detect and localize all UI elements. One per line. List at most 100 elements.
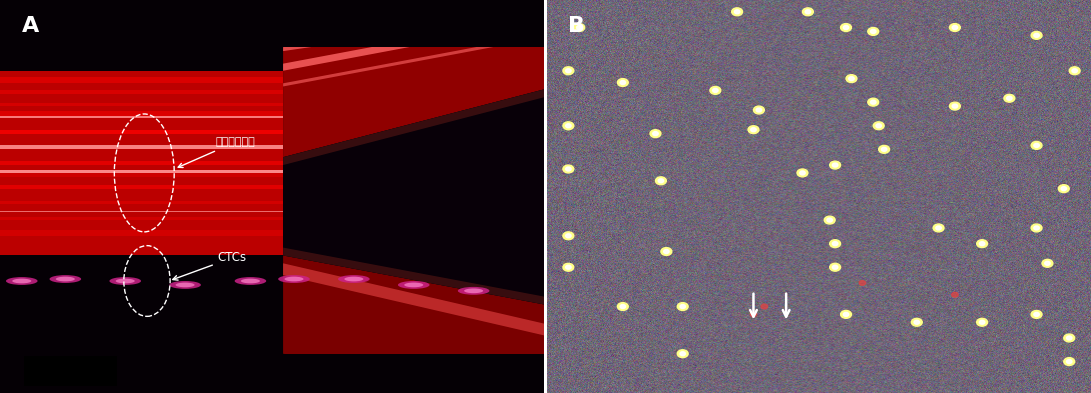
Polygon shape bbox=[0, 185, 283, 189]
Circle shape bbox=[1045, 261, 1051, 265]
Circle shape bbox=[565, 234, 571, 238]
Polygon shape bbox=[283, 8, 555, 51]
Circle shape bbox=[803, 8, 814, 16]
Circle shape bbox=[859, 281, 865, 285]
Circle shape bbox=[1067, 336, 1072, 340]
Polygon shape bbox=[0, 161, 283, 165]
Circle shape bbox=[914, 320, 920, 324]
Ellipse shape bbox=[235, 277, 266, 285]
Polygon shape bbox=[0, 230, 283, 236]
Circle shape bbox=[652, 132, 658, 136]
Circle shape bbox=[678, 303, 688, 310]
Ellipse shape bbox=[169, 281, 201, 289]
Circle shape bbox=[734, 10, 740, 14]
Ellipse shape bbox=[12, 279, 32, 283]
Circle shape bbox=[871, 100, 876, 104]
Text: 정상혁액세포: 정상혁액세포 bbox=[178, 138, 255, 167]
Polygon shape bbox=[0, 171, 283, 177]
Circle shape bbox=[846, 75, 856, 83]
Circle shape bbox=[1034, 143, 1040, 147]
Ellipse shape bbox=[241, 279, 260, 283]
Circle shape bbox=[829, 263, 840, 271]
Polygon shape bbox=[0, 130, 283, 134]
Circle shape bbox=[849, 77, 854, 81]
Circle shape bbox=[827, 218, 832, 222]
Circle shape bbox=[1058, 185, 1069, 193]
Circle shape bbox=[712, 88, 718, 92]
Circle shape bbox=[1064, 358, 1075, 365]
Circle shape bbox=[936, 226, 942, 230]
Circle shape bbox=[1069, 67, 1080, 75]
Circle shape bbox=[658, 179, 663, 183]
Circle shape bbox=[1007, 96, 1012, 100]
Circle shape bbox=[1031, 224, 1042, 232]
Polygon shape bbox=[0, 103, 283, 106]
Circle shape bbox=[832, 265, 838, 269]
Polygon shape bbox=[0, 77, 283, 83]
Circle shape bbox=[1064, 334, 1075, 342]
Polygon shape bbox=[283, 0, 555, 31]
Circle shape bbox=[754, 106, 765, 114]
Polygon shape bbox=[0, 71, 283, 255]
Ellipse shape bbox=[56, 277, 75, 281]
Circle shape bbox=[824, 216, 835, 224]
Circle shape bbox=[661, 248, 672, 255]
Circle shape bbox=[832, 242, 838, 246]
Ellipse shape bbox=[405, 283, 423, 287]
Polygon shape bbox=[0, 111, 283, 118]
Polygon shape bbox=[283, 32, 555, 86]
Bar bbox=[0, 0, 561, 47]
Circle shape bbox=[882, 147, 887, 151]
Circle shape bbox=[933, 224, 944, 232]
Circle shape bbox=[563, 165, 574, 173]
Polygon shape bbox=[283, 248, 555, 307]
Circle shape bbox=[1034, 33, 1040, 37]
Circle shape bbox=[952, 104, 958, 108]
Circle shape bbox=[1031, 310, 1042, 318]
Circle shape bbox=[620, 81, 625, 84]
Ellipse shape bbox=[398, 281, 430, 289]
Circle shape bbox=[710, 86, 721, 94]
Ellipse shape bbox=[278, 275, 310, 283]
Circle shape bbox=[832, 163, 838, 167]
Circle shape bbox=[680, 305, 685, 309]
Circle shape bbox=[678, 350, 688, 358]
Ellipse shape bbox=[109, 277, 141, 285]
Circle shape bbox=[563, 67, 574, 75]
Text: A: A bbox=[22, 16, 39, 36]
Circle shape bbox=[829, 161, 840, 169]
Text: B: B bbox=[568, 16, 586, 36]
Ellipse shape bbox=[116, 279, 135, 283]
Circle shape bbox=[840, 310, 851, 318]
Circle shape bbox=[565, 69, 571, 73]
Circle shape bbox=[565, 167, 571, 171]
Circle shape bbox=[798, 169, 808, 177]
Text: CTCs: CTCs bbox=[172, 252, 247, 280]
Circle shape bbox=[1031, 31, 1042, 39]
Circle shape bbox=[843, 312, 849, 316]
Circle shape bbox=[576, 26, 582, 29]
Circle shape bbox=[951, 292, 958, 297]
Circle shape bbox=[680, 352, 685, 356]
Polygon shape bbox=[0, 145, 283, 149]
Circle shape bbox=[867, 98, 878, 106]
Ellipse shape bbox=[285, 277, 303, 281]
Circle shape bbox=[949, 102, 960, 110]
Polygon shape bbox=[0, 170, 283, 173]
Circle shape bbox=[762, 304, 768, 309]
Circle shape bbox=[873, 122, 884, 130]
Polygon shape bbox=[0, 217, 283, 220]
Circle shape bbox=[1004, 94, 1015, 102]
Circle shape bbox=[563, 232, 574, 240]
Ellipse shape bbox=[345, 277, 363, 281]
Circle shape bbox=[618, 303, 628, 310]
Circle shape bbox=[876, 124, 882, 128]
Circle shape bbox=[1042, 259, 1053, 267]
Circle shape bbox=[805, 10, 811, 14]
Circle shape bbox=[1034, 226, 1040, 230]
Polygon shape bbox=[0, 201, 283, 204]
Circle shape bbox=[871, 29, 876, 33]
Circle shape bbox=[751, 312, 757, 317]
Circle shape bbox=[843, 26, 849, 29]
Circle shape bbox=[1062, 187, 1067, 191]
